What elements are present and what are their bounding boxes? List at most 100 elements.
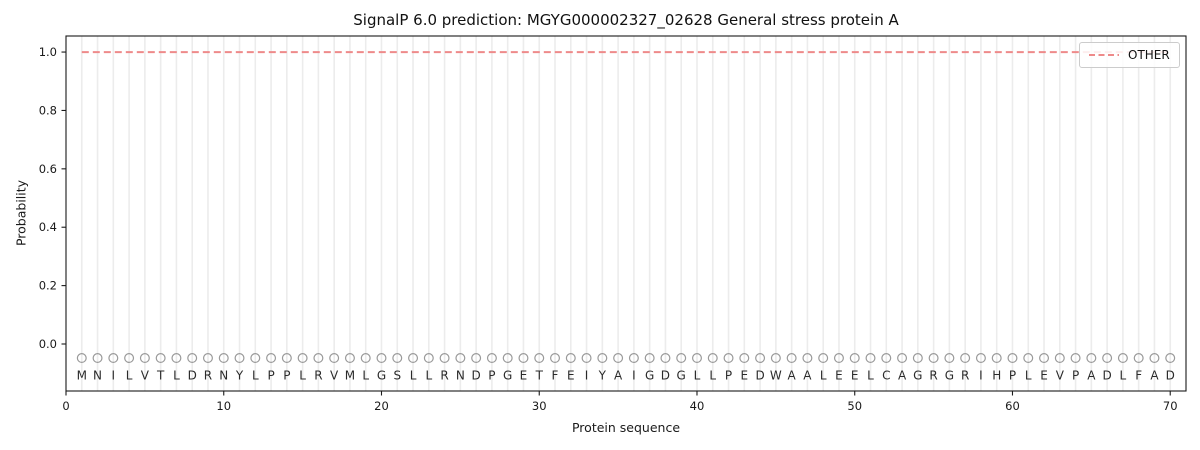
residue-letter: V — [330, 369, 339, 383]
x-tick-label: 70 — [1163, 399, 1178, 413]
residue-marker — [1054, 353, 1065, 364]
residue-marker — [550, 353, 561, 364]
legend-label: OTHER — [1128, 48, 1170, 62]
residue-marker — [628, 353, 639, 364]
residue-marker — [155, 353, 166, 364]
residue-letter: A — [803, 369, 812, 383]
residue-marker — [502, 353, 513, 364]
residue-marker — [392, 353, 403, 364]
x-tick-label: 40 — [690, 399, 705, 413]
residue-letter: A — [1087, 369, 1096, 383]
residue-marker — [644, 353, 655, 364]
residue-marker — [975, 353, 986, 364]
residue-letter: G — [945, 369, 954, 383]
x-tick-label: 10 — [216, 399, 231, 413]
residue-letter: R — [961, 369, 969, 383]
residue-marker — [691, 353, 702, 364]
residue-marker — [881, 353, 892, 364]
residue-marker — [76, 353, 87, 364]
residue-letter: A — [788, 369, 797, 383]
residue-letter: P — [488, 369, 495, 383]
residue-marker — [250, 353, 261, 364]
residue-letter: Y — [235, 369, 244, 383]
y-tick-label: 0.6 — [39, 162, 57, 176]
residue-marker — [581, 353, 592, 364]
residue-marker — [281, 353, 292, 364]
residue-marker — [597, 353, 608, 364]
residue-marker — [1039, 353, 1050, 364]
residue-letter: P — [725, 369, 732, 383]
residue-letter: E — [1040, 369, 1048, 383]
residue-marker — [1007, 353, 1018, 364]
residue-letter: T — [535, 369, 544, 383]
residue-marker — [960, 353, 971, 364]
residue-letter: I — [112, 369, 116, 383]
residue-marker — [471, 353, 482, 364]
residue-letter: E — [835, 369, 843, 383]
residue-marker — [408, 353, 419, 364]
residue-letter: G — [645, 369, 654, 383]
residue-marker — [833, 353, 844, 364]
x-axis-label: Protein sequence — [571, 420, 681, 435]
residue-letter: R — [929, 369, 937, 383]
residue-letter: R — [204, 369, 212, 383]
residue-marker — [1149, 353, 1160, 364]
residue-letter: L — [362, 369, 369, 383]
y-tick-label: 1.0 — [39, 45, 57, 59]
residue-marker — [928, 353, 939, 364]
residue-letter: W — [770, 369, 782, 383]
residue-letter: P — [283, 369, 290, 383]
residue-letter: L — [1120, 369, 1127, 383]
residue-letter: T — [156, 369, 165, 383]
residue-marker — [770, 353, 781, 364]
residue-marker — [376, 353, 387, 364]
residue-letter: L — [820, 369, 827, 383]
axes-frame — [65, 35, 1187, 392]
residue-letter: E — [741, 369, 749, 383]
residue-letter: D — [755, 369, 764, 383]
residue-letter: E — [520, 369, 528, 383]
residue-marker — [266, 353, 277, 364]
residue-marker — [202, 353, 213, 364]
residue-letter: L — [867, 369, 874, 383]
residue-letter: G — [377, 369, 386, 383]
residue-letter: A — [898, 369, 907, 383]
residue-marker — [849, 353, 860, 364]
y-tick-label: 0.4 — [39, 220, 57, 234]
residue-letter: I — [632, 369, 636, 383]
residue-letter: N — [456, 369, 465, 383]
residue-marker — [1117, 353, 1128, 364]
residue-marker — [171, 353, 182, 364]
residue-letter: G — [677, 369, 686, 383]
residue-letter: L — [299, 369, 306, 383]
residue-letter: V — [1056, 369, 1065, 383]
residue-letter: P — [1072, 369, 1079, 383]
residue-marker — [92, 353, 103, 364]
residue-letter: Y — [598, 369, 607, 383]
residue-marker — [344, 353, 355, 364]
residue-letter: I — [585, 369, 589, 383]
residue-marker — [423, 353, 434, 364]
y-tick-label: 0.8 — [39, 103, 57, 117]
residue-letter: H — [992, 369, 1001, 383]
residue-marker — [912, 353, 923, 364]
residue-marker — [1165, 353, 1176, 364]
residue-markers — [76, 353, 1176, 364]
residue-marker — [518, 353, 529, 364]
residue-marker — [1133, 353, 1144, 364]
residue-letter: M — [345, 369, 355, 383]
residue-marker — [329, 353, 340, 364]
residue-marker — [297, 353, 308, 364]
residue-marker — [455, 353, 466, 364]
residue-letter: P — [267, 369, 274, 383]
residue-marker — [755, 353, 766, 364]
residue-letter: L — [126, 369, 133, 383]
residue-letter: G — [913, 369, 922, 383]
residue-marker — [802, 353, 813, 364]
residue-letter: N — [93, 369, 102, 383]
residue-letter: E — [851, 369, 859, 383]
residue-letter: E — [567, 369, 575, 383]
y-tick-label: 0.0 — [39, 337, 57, 351]
